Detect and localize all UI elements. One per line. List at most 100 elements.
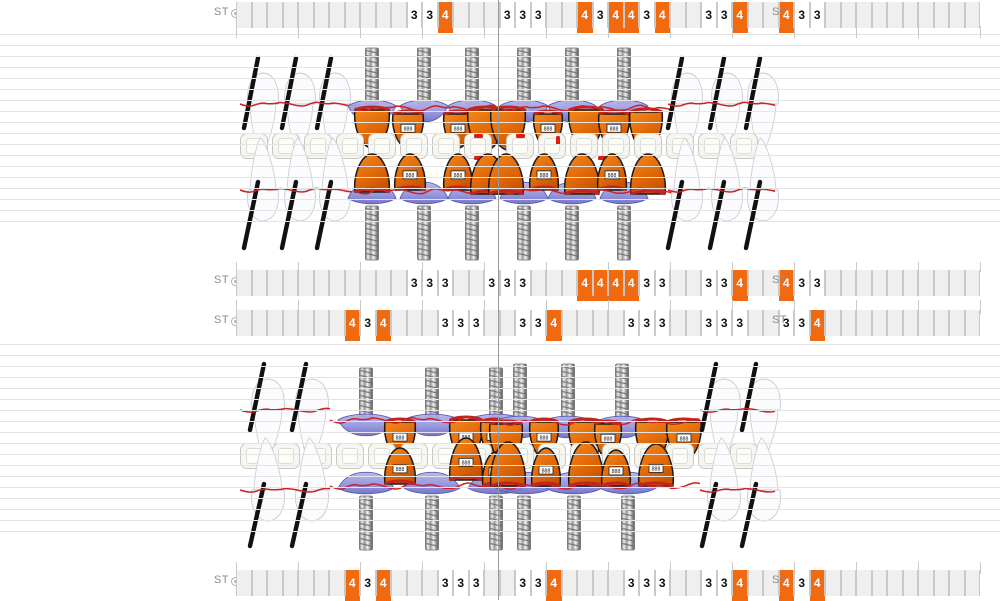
probe-cell-empty[interactable] (422, 310, 438, 336)
probe-cell-empty[interactable] (902, 570, 918, 596)
probe-cell-empty[interactable] (329, 2, 345, 28)
probe-cell-value[interactable]: 3 (406, 270, 422, 296)
probe-cell-value[interactable]: 4 (778, 270, 794, 301)
probe-cell-empty[interactable] (902, 2, 918, 28)
probe-cell-empty[interactable] (282, 2, 298, 28)
probe-cell-value[interactable]: 3 (515, 310, 531, 336)
probe-cell-empty[interactable] (313, 270, 329, 296)
probe-cell-value[interactable]: 3 (468, 570, 484, 596)
probe-cell-value[interactable]: 3 (716, 2, 732, 28)
probe-cell-empty[interactable] (236, 310, 252, 336)
probe-cell-value[interactable]: 3 (639, 570, 655, 596)
probe-cell-empty[interactable] (902, 270, 918, 296)
probe-cell-empty[interactable] (747, 570, 763, 596)
probe-cell-empty[interactable] (313, 310, 329, 336)
probe-cell-empty[interactable] (871, 270, 887, 296)
probe-row-upper-lingual[interactable]: ST 3 3 3 3 3 3 4 4 4 4 3 3 3 3 4 4 3 3 ST (0, 268, 1000, 301)
probe-cell-empty[interactable] (375, 270, 391, 296)
probe-cell-value[interactable]: 4 (592, 270, 608, 301)
probe-cell-value[interactable]: 4 (809, 570, 825, 601)
probe-cell-value[interactable]: 3 (360, 310, 376, 336)
probe-cell-value[interactable]: 4 (546, 570, 562, 601)
probe-cell-value[interactable]: 4 (778, 2, 794, 33)
probe-cell-empty[interactable] (267, 310, 283, 336)
probe-row-lower-buccal[interactable]: ST 4 3 4 3 3 3 3 3 4 3 3 3 3 3 3 3 3 4 ST (0, 308, 1000, 341)
probe-cell-empty[interactable] (313, 570, 329, 596)
probe-cell-empty[interactable] (685, 2, 701, 28)
probe-cell-empty[interactable] (406, 570, 422, 596)
probe-cell-empty[interactable] (685, 270, 701, 296)
probe-cell-empty[interactable] (282, 570, 298, 596)
probe-cell-value[interactable]: 3 (794, 270, 810, 296)
probe-cell-empty[interactable] (856, 2, 872, 28)
probe-row-upper-buccal[interactable]: ST 3 3 4 3 3 3 4 3 4 4 3 4 3 3 4 4 3 3 ST (0, 0, 1000, 33)
probe-cell-empty[interactable] (360, 270, 376, 296)
probe-cell-empty[interactable] (422, 570, 438, 596)
probe-cell-value[interactable]: 3 (654, 570, 670, 596)
probe-cell-empty[interactable] (375, 2, 391, 28)
probe-cell-empty[interactable] (530, 270, 546, 296)
probe-cell-empty[interactable] (484, 570, 500, 596)
probe-cell-empty[interactable] (825, 570, 841, 596)
probe-cell-empty[interactable] (577, 310, 593, 336)
probe-cell-empty[interactable] (840, 2, 856, 28)
probe-cell-empty[interactable] (298, 570, 314, 596)
probe-cell-empty[interactable] (871, 570, 887, 596)
probe-cell-empty[interactable] (949, 570, 965, 596)
probe-cell-value[interactable]: 4 (375, 310, 391, 341)
probe-cell-empty[interactable] (298, 270, 314, 296)
probe-cell-value[interactable]: 3 (515, 2, 531, 28)
probe-cell-empty[interactable] (561, 310, 577, 336)
probe-cell-empty[interactable] (251, 310, 267, 336)
probe-cell-value[interactable]: 3 (453, 570, 469, 596)
probe-cell-value[interactable]: 3 (468, 310, 484, 336)
probe-cell-value[interactable]: 3 (499, 270, 515, 296)
probe-cell-empty[interactable] (825, 270, 841, 296)
probe-cell-empty[interactable] (546, 2, 562, 28)
probe-cell-value[interactable]: 3 (437, 270, 453, 296)
probe-cell-empty[interactable] (887, 2, 903, 28)
probe-cell-empty[interactable] (468, 2, 484, 28)
probe-cell-value[interactable]: 3 (422, 270, 438, 296)
probe-cell-value[interactable]: 4 (344, 310, 360, 341)
probe-cell-value[interactable]: 3 (515, 270, 531, 296)
probe-cell-empty[interactable] (685, 570, 701, 596)
probe-cell-empty[interactable] (329, 570, 345, 596)
probe-cell-value[interactable]: 4 (375, 570, 391, 601)
probe-cell-empty[interactable] (747, 2, 763, 28)
probe-cell-value[interactable]: 3 (484, 270, 500, 296)
probe-cell-value[interactable]: 4 (732, 570, 748, 601)
probe-cell-value[interactable]: 4 (623, 2, 639, 33)
probe-cell-empty[interactable] (236, 270, 252, 296)
probe-cell-empty[interactable] (685, 310, 701, 336)
probe-cell-empty[interactable] (329, 310, 345, 336)
probe-cell-empty[interactable] (360, 2, 376, 28)
probe-cell-empty[interactable] (453, 270, 469, 296)
probe-cell-empty[interactable] (453, 2, 469, 28)
probe-cell-value[interactable]: 3 (716, 310, 732, 336)
probe-cell-empty[interactable] (964, 270, 980, 296)
probe-cell-value[interactable]: 3 (499, 2, 515, 28)
probe-cell-value[interactable]: 3 (639, 310, 655, 336)
probe-cell-value[interactable]: 3 (701, 270, 717, 296)
probe-cell-empty[interactable] (856, 570, 872, 596)
occlusal-tooth[interactable] (730, 133, 758, 159)
probe-cell-value[interactable]: 3 (701, 310, 717, 336)
probe-cell-value[interactable]: 4 (546, 310, 562, 341)
probe-cell-empty[interactable] (561, 570, 577, 596)
probe-cell-empty[interactable] (670, 2, 686, 28)
probe-cell-empty[interactable] (499, 570, 515, 596)
probe-cell-empty[interactable] (887, 270, 903, 296)
probe-cell-empty[interactable] (608, 570, 624, 596)
probe-cell-value[interactable]: 4 (778, 570, 794, 601)
probe-cell-empty[interactable] (933, 570, 949, 596)
probe-cell-value[interactable]: 4 (732, 270, 748, 301)
probe-cell-empty[interactable] (267, 2, 283, 28)
probe-cell-empty[interactable] (949, 270, 965, 296)
probe-cell-empty[interactable] (406, 310, 422, 336)
probe-cell-empty[interactable] (344, 270, 360, 296)
probe-cell-empty[interactable] (282, 310, 298, 336)
probe-cell-empty[interactable] (484, 2, 500, 28)
probe-row-lower-lingual[interactable]: ST 4 3 4 3 3 3 3 3 4 3 3 3 3 3 4 4 3 4 ST (0, 568, 1000, 601)
probe-cell-empty[interactable] (964, 2, 980, 28)
